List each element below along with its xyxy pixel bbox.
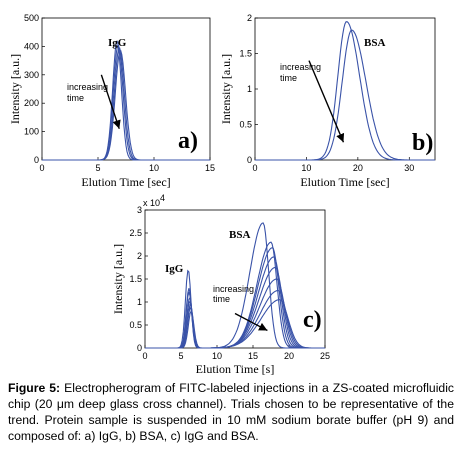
panel-c-arrow bbox=[234, 312, 268, 332]
panel-a-axis-ticks: 0 5 10 15 0 100 200 300 400 500 bbox=[24, 13, 215, 173]
series-line-2 bbox=[255, 29, 435, 161]
x-tick-label: 5 bbox=[178, 351, 183, 361]
y-tick-label: 3 bbox=[137, 205, 142, 215]
panel-a-series bbox=[42, 40, 210, 161]
series-line-1 bbox=[255, 21, 435, 161]
panel-a-plot-frame bbox=[41, 17, 211, 161]
panel-a-letter: a) bbox=[178, 128, 198, 154]
figure-caption: Figure 5: Electropherogram of FITC-label… bbox=[8, 380, 454, 444]
y-tick-label: 0 bbox=[247, 155, 252, 165]
panel-c-axis-ticks: 0 5 10 15 20 25 0 0.5 1 1.5 2 2.5 3 bbox=[129, 205, 330, 361]
panel-c-y-axis-label: Intensity [a.u.] bbox=[111, 244, 125, 314]
x-tick-label: 30 bbox=[404, 163, 414, 173]
y-tick-label: 300 bbox=[24, 70, 39, 80]
x-tick-label: 20 bbox=[284, 351, 294, 361]
y-tick-label: 500 bbox=[24, 13, 39, 23]
panel-c-series-label-igg: IgG bbox=[165, 263, 184, 275]
panel-b-arrow bbox=[308, 60, 345, 143]
x-tick-label: 15 bbox=[205, 163, 215, 173]
panel-a-chart: 0 5 10 15 0 100 200 300 400 500 IgG increasing ti… bbox=[8, 13, 215, 189]
panel-b-annotation-line1: increasing bbox=[280, 62, 321, 72]
x-tick-label: 0 bbox=[252, 163, 257, 173]
panel-b-series-label: BSA bbox=[364, 37, 385, 49]
panel-b-plot-frame bbox=[254, 17, 436, 161]
panel-b-letter: b) bbox=[412, 130, 433, 156]
panel-a-annotation-line2: time bbox=[67, 93, 84, 103]
x-tick-label: 25 bbox=[320, 351, 330, 361]
x-tick-label: 15 bbox=[248, 351, 258, 361]
y-tick-label: 100 bbox=[24, 127, 39, 137]
y-tick-label: 200 bbox=[24, 98, 39, 108]
x-tick-label: 0 bbox=[39, 163, 44, 173]
series-line-4 bbox=[42, 49, 210, 161]
panel-b-axis-ticks: 0 10 20 30 0 0.5 1 1.5 2 bbox=[239, 13, 414, 173]
panel-c-annotation-line2: time bbox=[213, 294, 230, 304]
y-tick-label: 1.5 bbox=[239, 49, 252, 59]
figure-caption-text: Electropherogram of FITC-labeled injecti… bbox=[8, 381, 455, 443]
panel-c-y-exponent: 4 bbox=[160, 193, 165, 203]
x-tick-label: 0 bbox=[142, 351, 147, 361]
panel-c-annotation-line1: increasing bbox=[213, 284, 254, 294]
panel-c-series-label-bsa: BSA bbox=[229, 229, 250, 241]
y-tick-label: 1.5 bbox=[129, 274, 142, 284]
panel-c-letter: c) bbox=[303, 307, 322, 333]
panel-c-series bbox=[145, 222, 325, 349]
x-tick-label: 5 bbox=[95, 163, 100, 173]
panel-a-series-label: IgG bbox=[108, 37, 127, 49]
x-tick-label: 10 bbox=[212, 351, 222, 361]
y-tick-label: 1 bbox=[247, 84, 252, 94]
y-tick-label: 2.5 bbox=[129, 228, 142, 238]
x-tick-label: 20 bbox=[353, 163, 363, 173]
x-tick-label: 10 bbox=[149, 163, 159, 173]
panel-c-y-multiplier: x 10 bbox=[143, 198, 160, 208]
panel-b-annotation-line2: time bbox=[280, 73, 297, 83]
y-tick-label: 0.5 bbox=[239, 120, 252, 130]
panel-b-series bbox=[255, 21, 435, 161]
series-line-2 bbox=[145, 241, 325, 349]
panel-c-chart: x 10 4 0 5 10 15 20 25 0 0.5 1 1.5 2 2.5 3 IgG BSA i… bbox=[111, 193, 330, 376]
y-tick-label: 2 bbox=[137, 251, 142, 261]
y-tick-label: 0 bbox=[137, 343, 142, 353]
series-line-8 bbox=[145, 299, 325, 349]
panel-a-y-axis-label: Intensity [a.u.] bbox=[8, 54, 22, 124]
y-tick-label: 0 bbox=[34, 155, 39, 165]
panel-a-x-axis-label: Elution Time [sec] bbox=[81, 175, 170, 189]
figure-caption-label: Figure 5: bbox=[8, 381, 61, 395]
y-tick-label: 2 bbox=[247, 13, 252, 23]
y-tick-label: 0.5 bbox=[129, 320, 142, 330]
y-tick-label: 1 bbox=[137, 297, 142, 307]
panel-a-annotation-line1: increasing bbox=[67, 82, 108, 92]
series-line-7 bbox=[145, 289, 325, 349]
y-tick-label: 400 bbox=[24, 41, 39, 51]
panel-c-x-axis-label: Elution Time [s] bbox=[196, 362, 275, 376]
panel-b-x-axis-label: Elution Time [sec] bbox=[300, 175, 389, 189]
panel-a-arrow bbox=[100, 74, 121, 129]
panel-b-y-axis-label: Intensity [a.u.] bbox=[219, 54, 233, 124]
x-tick-label: 10 bbox=[301, 163, 311, 173]
